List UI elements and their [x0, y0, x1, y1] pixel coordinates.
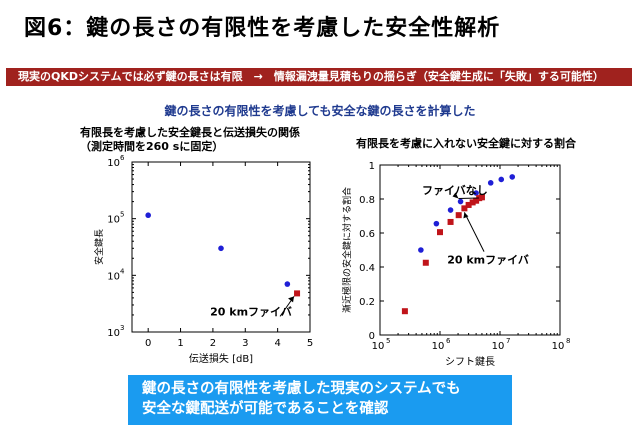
x-tick-label: 0	[145, 338, 151, 349]
data-point	[487, 180, 494, 186]
y-tick-label: 0	[369, 331, 375, 342]
data-point	[284, 281, 291, 287]
annotation-arrowhead	[288, 296, 295, 303]
annotation-arrow	[463, 212, 485, 252]
data-point	[509, 174, 516, 180]
summary-banner: 現実のQKDシステムでは必ず鍵の長さは有限 → 情報漏洩量見積もりの揺らぎ（安全…	[6, 68, 632, 86]
right-scatter-chart: 10 5 10 6 10 7 10 800.20.40.60.81シフト鍵長漸近極限の安全鍵に…	[341, 161, 570, 368]
section-subtitle: 鍵の長さの有限性を考慮しても安全な鍵の長さを計算した	[164, 104, 476, 118]
x-tick-label: 5	[307, 338, 313, 349]
right-chart-title: 有限長を考慮に入れない安全鍵に対する割合	[356, 137, 576, 150]
data-point	[455, 212, 462, 219]
x-tick-label: 10	[432, 341, 445, 352]
y-tick-label: 0.4	[359, 263, 375, 274]
x-tick-label: 3	[242, 338, 248, 349]
data-point	[473, 190, 479, 196]
x-tick-label: 4	[274, 338, 280, 349]
data-point	[218, 245, 224, 252]
plot-frame	[379, 164, 561, 336]
conclusion-line: 鍵の長さの有限性を考慮した現実のシステムでも	[142, 381, 461, 397]
y-tick-label: 1	[369, 161, 375, 172]
x-axis-label: 伝送損失 [dB]	[189, 352, 253, 365]
conclusion-box: 鍵の長さの有限性を考慮した現実のシステムでも 安全な鍵配送が可能であることを確認	[128, 375, 512, 425]
x-tick-exponent: 7	[506, 337, 510, 345]
data-point	[422, 259, 429, 266]
y-tick-exponent: 4	[120, 267, 125, 275]
data-point	[447, 207, 454, 213]
y-tick-label: 10	[107, 215, 120, 226]
data-point	[433, 220, 440, 227]
data-point	[473, 197, 480, 204]
x-tick-label: 1	[177, 338, 183, 349]
y-tick-exponent: 5	[120, 211, 124, 219]
annotation-label: 20 kmファイバ	[210, 306, 292, 319]
data-point	[437, 229, 443, 236]
data-point	[465, 201, 472, 208]
annotation-arrowhead	[463, 212, 469, 219]
y-tick-label: 0.2	[359, 297, 375, 308]
conclusion-line: 安全な鍵配送が可能であることを確認	[142, 401, 389, 417]
data-point	[401, 308, 408, 315]
x-tick-label: 2	[210, 338, 216, 349]
x-tick-exponent: 5	[386, 337, 390, 345]
y-tick-label: 0.8	[359, 195, 375, 206]
y-tick-exponent: 3	[120, 324, 124, 332]
annotation-label: ファイバなし	[422, 184, 488, 197]
data-point	[145, 212, 151, 219]
x-axis-label: シフト鍵長	[445, 355, 495, 368]
data-point	[469, 199, 476, 206]
annotation-arrow	[458, 197, 479, 200]
left-chart-title: 有限長を考慮した安全鍵長と伝送損失の関係 （測定時間を260 sに固定）	[80, 126, 300, 153]
data-point	[418, 247, 424, 253]
data-point	[478, 194, 485, 201]
y-tick-label: 0.6	[359, 229, 375, 240]
y-tick-exponent: 6	[120, 154, 125, 162]
data-point	[461, 205, 468, 212]
data-point	[447, 218, 454, 225]
plot-frame	[131, 161, 311, 333]
data-point	[294, 290, 301, 297]
x-tick-label: 10	[552, 341, 565, 352]
data-point	[457, 198, 464, 205]
annotation-arrowhead	[452, 192, 459, 199]
x-tick-exponent: 6	[446, 337, 451, 345]
y-tick-label: 10	[107, 158, 120, 169]
x-tick-label: 10	[492, 341, 505, 352]
y-axis-label: 安全鍵長	[93, 229, 105, 265]
x-tick-label: 10	[372, 341, 385, 352]
data-point	[498, 176, 505, 183]
annotation-label: 20 kmファイバ	[447, 254, 529, 267]
page-title: 図6：鍵の長さの有限性を考慮した安全性解析	[24, 16, 501, 41]
y-tick-label: 10	[107, 328, 120, 339]
y-axis-label: 漸近極限の安全鍵に対する割合	[341, 187, 353, 313]
x-tick-exponent: 8	[566, 337, 570, 345]
y-tick-label: 10	[107, 271, 120, 282]
